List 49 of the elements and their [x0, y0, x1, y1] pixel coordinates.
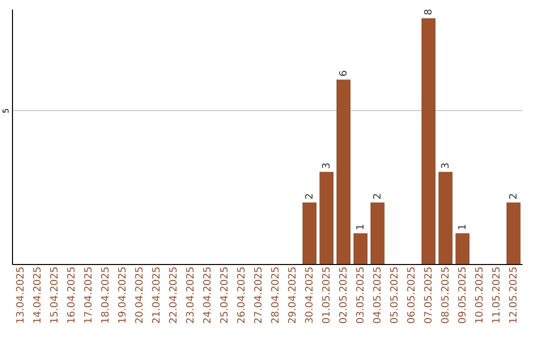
bar	[320, 172, 334, 264]
x-tick-label: 21.04.2025	[152, 266, 162, 324]
y-tick-label: 5	[2, 108, 10, 114]
x-tick-label: 02.05.2025	[338, 266, 350, 324]
x-tick-label: 29.04.2025	[288, 266, 298, 324]
x-tick-label: 04.05.2025	[372, 266, 384, 324]
bar	[370, 202, 384, 264]
x-tick-label: 23.04.2025	[186, 266, 196, 324]
bar	[456, 233, 470, 264]
data-label: 2	[372, 193, 384, 200]
x-tick-label: 03.05.2025	[356, 266, 366, 324]
x-tick-label: 25.04.2025	[220, 266, 230, 324]
data-label: 6	[338, 70, 350, 77]
x-tick-label: 07.05.2025	[424, 266, 434, 324]
x-tick-label: 10.05.2025	[474, 266, 486, 324]
x-tick-label: 15.04.2025	[50, 266, 60, 324]
bar	[302, 202, 316, 264]
x-tick-label: 09.05.2025	[458, 266, 468, 324]
x-tick-label: 30.04.2025	[304, 266, 316, 324]
x-tick-label: 08.05.2025	[440, 266, 452, 324]
x-tick-label: 16.04.2025	[66, 266, 78, 324]
data-label: 2	[304, 193, 316, 200]
x-tick-label: 27.04.2025	[254, 266, 264, 324]
x-tick-label: 19.04.2025	[118, 266, 128, 324]
x-tick-label: 28.04.2025	[270, 266, 282, 324]
x-tick-label: 01.05.2025	[322, 266, 332, 324]
bar	[354, 233, 368, 264]
data-label: 3	[440, 162, 452, 169]
bar	[336, 80, 350, 264]
bar	[438, 172, 452, 264]
x-tick-label: 11.05.2025	[492, 266, 502, 324]
data-label: 1	[458, 224, 468, 230]
x-tick-label: 17.04.2025	[84, 266, 94, 324]
x-tick-label: 18.04.2025	[100, 266, 112, 324]
x-tick-label: 22.04.2025	[168, 266, 180, 324]
x-tick-label: 26.04.2025	[236, 266, 248, 324]
x-tick-label: 12.05.2025	[508, 266, 520, 324]
x-tick-label: 20.04.2025	[134, 266, 146, 324]
data-label: 2	[508, 193, 520, 200]
x-tick-label: 06.05.2025	[406, 266, 418, 324]
data-label: 1	[356, 224, 366, 230]
x-tick-label: 14.04.2025	[32, 266, 44, 324]
data-label: 3	[322, 162, 332, 169]
x-tick-label: 24.04.2025	[202, 266, 214, 324]
x-tick-label: 13.04.2025	[16, 266, 26, 324]
bar	[422, 18, 436, 264]
x-tick-label: 05.05.2025	[390, 266, 400, 324]
bar	[506, 202, 520, 264]
data-label: 8	[424, 8, 434, 16]
